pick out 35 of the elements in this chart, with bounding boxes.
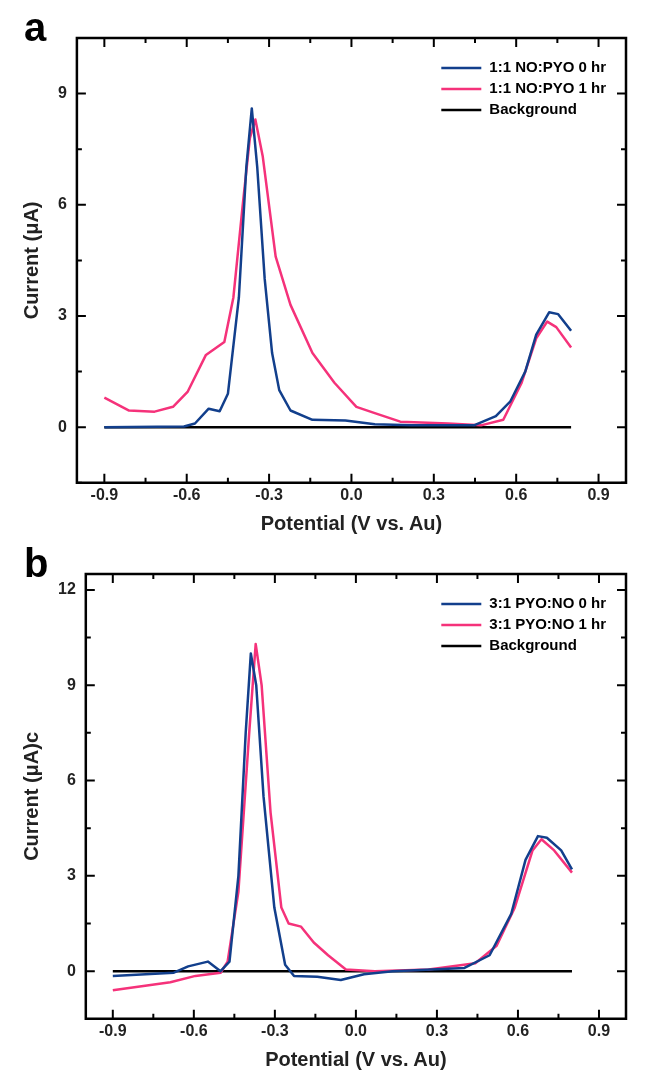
x-tick-label: 0.9 bbox=[587, 485, 610, 503]
y-tick-label: 9 bbox=[66, 675, 76, 693]
y-tick-label: 12 bbox=[58, 580, 76, 598]
y-tick-label: 6 bbox=[66, 770, 76, 788]
x-tick-label: 0.3 bbox=[422, 485, 446, 503]
y-axis-title: Current (μA) bbox=[19, 201, 42, 320]
x-axis-title: Potential (V vs. Au) bbox=[265, 1047, 447, 1070]
legend-label: Background bbox=[489, 100, 577, 118]
y-tick-label: 3 bbox=[57, 306, 67, 324]
legend-label: Background bbox=[489, 636, 577, 654]
x-tick-label: -0.6 bbox=[180, 1021, 208, 1039]
y-tick-label: 9 bbox=[57, 84, 67, 102]
x-tick-label: -0.6 bbox=[172, 485, 201, 503]
x-tick-label: 0.6 bbox=[505, 485, 528, 503]
y-tick-label: 0 bbox=[66, 961, 76, 979]
y-axis-title: Current (μA)c bbox=[19, 731, 42, 861]
y-tick-label: 6 bbox=[57, 195, 67, 213]
chart-title: b bbox=[24, 541, 49, 586]
legend-label: 1:1 NO:PYO 0 hr bbox=[489, 58, 607, 76]
x-tick-label: 0.3 bbox=[425, 1021, 449, 1039]
y-tick-label: 3 bbox=[66, 866, 76, 884]
legend-label: 3:1 PYO:NO 0 hr bbox=[489, 594, 607, 612]
legend-label: 3:1 PYO:NO 1 hr bbox=[489, 615, 607, 633]
x-tick-label: 0.6 bbox=[506, 1021, 530, 1039]
x-tick-label: -0.3 bbox=[261, 1021, 289, 1039]
x-tick-label: -0.9 bbox=[99, 1021, 127, 1039]
chart-title: a bbox=[24, 5, 47, 50]
y-tick-label: 0 bbox=[57, 417, 67, 435]
x-tick-label: 0.0 bbox=[344, 1021, 368, 1039]
x-axis-title: Potential (V vs. Au) bbox=[260, 511, 443, 534]
x-tick-label: 0.0 bbox=[340, 485, 363, 503]
x-tick-label: -0.9 bbox=[90, 485, 119, 503]
x-tick-label: 0.9 bbox=[587, 1021, 611, 1039]
x-tick-label: -0.3 bbox=[255, 485, 283, 503]
legend-label: 1:1 NO:PYO 1 hr bbox=[489, 79, 607, 97]
